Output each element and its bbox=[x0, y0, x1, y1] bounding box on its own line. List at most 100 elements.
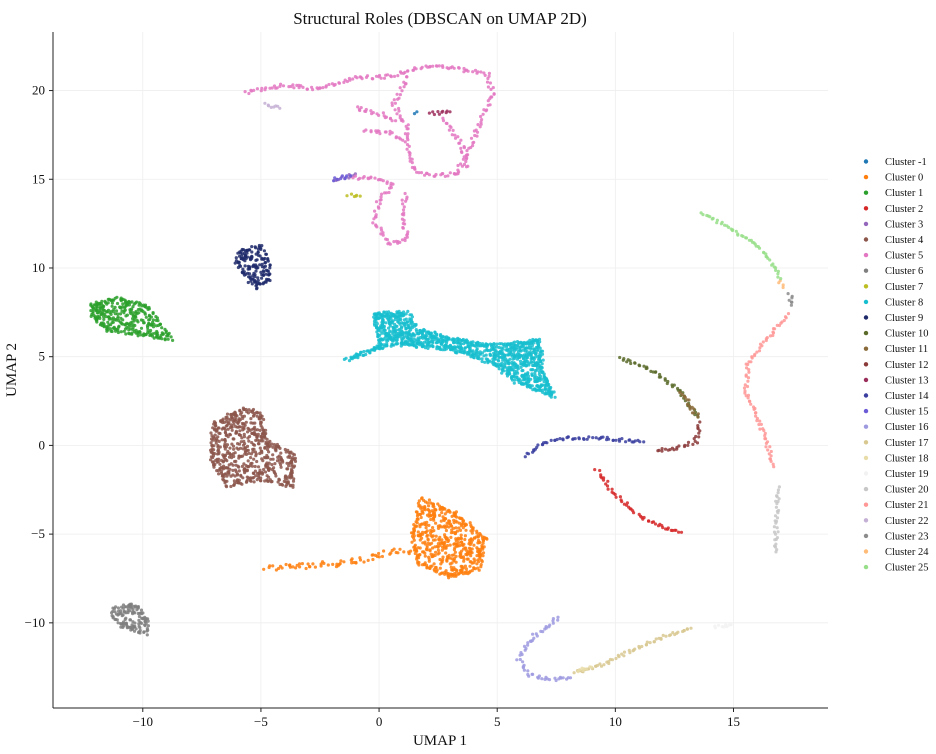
cluster-4-point bbox=[262, 417, 266, 422]
cluster-8-point bbox=[541, 390, 545, 394]
cluster-8-point bbox=[503, 353, 507, 357]
cluster-8-point bbox=[383, 328, 387, 332]
cluster-0-point bbox=[430, 535, 434, 539]
cluster-0-point bbox=[480, 559, 484, 564]
cluster-4-point bbox=[229, 423, 233, 427]
cluster-4-point bbox=[237, 417, 241, 421]
cluster-4-point bbox=[224, 466, 228, 470]
cluster-8-point bbox=[405, 336, 410, 340]
cluster-4-point bbox=[246, 465, 251, 469]
cluster-0-point bbox=[472, 543, 476, 547]
cluster-16-point bbox=[561, 676, 565, 680]
cluster-8-point bbox=[519, 362, 523, 366]
cluster-4-point bbox=[246, 430, 250, 434]
cluster-8-point bbox=[540, 384, 544, 388]
y-tick-label: −5 bbox=[31, 526, 45, 541]
cluster-1-point bbox=[109, 298, 113, 302]
cluster-14-point bbox=[555, 437, 559, 442]
cluster-2-point bbox=[614, 495, 618, 499]
cluster-0-point bbox=[371, 557, 375, 562]
cluster-8-point bbox=[525, 341, 529, 345]
cluster-0-point bbox=[443, 533, 447, 537]
cluster-1-point bbox=[118, 320, 122, 324]
cluster-9-point bbox=[258, 263, 262, 267]
cluster-5-point bbox=[407, 144, 411, 148]
cluster-17-point bbox=[659, 636, 663, 641]
cluster-4-point bbox=[291, 479, 296, 483]
cluster-0-point bbox=[450, 561, 454, 565]
cluster-0-point bbox=[418, 525, 422, 529]
cluster-0-point bbox=[444, 528, 448, 533]
cluster-5-point bbox=[460, 150, 464, 155]
cluster-0-point bbox=[304, 566, 308, 571]
cluster-5-point bbox=[353, 174, 357, 178]
cluster-8-point bbox=[459, 342, 463, 346]
cluster-4-point bbox=[234, 463, 238, 467]
cluster-5-point bbox=[392, 240, 396, 244]
legend-label: Cluster -1 bbox=[885, 157, 927, 168]
cluster-14-point bbox=[561, 438, 565, 442]
cluster-0-point bbox=[468, 521, 472, 525]
cluster-1-point bbox=[171, 338, 175, 342]
cluster-0-point bbox=[434, 550, 438, 554]
cluster-5-point bbox=[461, 157, 465, 161]
y-tick-label: 10 bbox=[32, 260, 45, 275]
cluster-4-point bbox=[240, 454, 245, 458]
cluster-4-point bbox=[231, 468, 235, 472]
cluster-8-point bbox=[429, 339, 433, 343]
cluster-4-point bbox=[253, 411, 257, 415]
cluster-1-point bbox=[131, 317, 135, 321]
cluster-17-point bbox=[599, 664, 604, 668]
cluster-1-point bbox=[102, 304, 106, 309]
cluster-5-point bbox=[264, 86, 268, 90]
cluster-8-point bbox=[414, 328, 418, 332]
cluster-21-point bbox=[749, 402, 753, 406]
cluster-22-point bbox=[276, 104, 280, 108]
cluster-8-point bbox=[491, 357, 495, 361]
cluster-5-point bbox=[387, 190, 391, 195]
cluster-1-point bbox=[97, 302, 101, 306]
cluster-9-point bbox=[249, 279, 253, 283]
cluster-15-point bbox=[335, 177, 339, 182]
cluster-4-point bbox=[218, 462, 222, 466]
cluster-16-point bbox=[526, 641, 530, 645]
cluster-8-point bbox=[495, 345, 499, 349]
cluster-0-point bbox=[380, 554, 384, 559]
cluster-8-point bbox=[415, 345, 419, 349]
cluster-8-point bbox=[500, 371, 504, 375]
legend-label: Cluster 12 bbox=[885, 360, 928, 371]
cluster-0-point bbox=[398, 547, 402, 551]
chart-title: Structural Roles (DBSCAN on UMAP 2D) bbox=[293, 9, 587, 28]
cluster-4-point bbox=[251, 431, 255, 435]
cluster-0-point bbox=[416, 546, 420, 550]
cluster-6-point bbox=[119, 625, 123, 629]
cluster-0-point bbox=[436, 542, 440, 546]
cluster-8-point bbox=[525, 350, 529, 354]
cluster-5-point bbox=[252, 88, 256, 92]
cluster-9-point bbox=[240, 271, 244, 275]
cluster-4-point bbox=[209, 437, 214, 441]
cluster-8-point bbox=[519, 365, 523, 369]
cluster-11-point bbox=[692, 407, 696, 411]
cluster-4-point bbox=[229, 484, 233, 489]
cluster-5-point bbox=[381, 111, 385, 115]
cluster-14-point bbox=[558, 437, 562, 441]
cluster-5-point bbox=[385, 238, 389, 242]
legend-marker bbox=[863, 237, 869, 242]
cluster-16-point bbox=[535, 634, 539, 638]
cluster-4-point bbox=[265, 447, 270, 452]
cluster-4-point bbox=[224, 428, 228, 432]
cluster-17-point bbox=[667, 633, 672, 638]
x-tick-label: 0 bbox=[376, 714, 383, 729]
cluster-8-point bbox=[531, 388, 535, 392]
cluster-20-point bbox=[775, 502, 779, 506]
cluster-0-point bbox=[427, 498, 431, 502]
cluster-4-point bbox=[224, 424, 228, 428]
cluster-0-point bbox=[451, 530, 455, 535]
cluster-4-point bbox=[288, 455, 292, 460]
cluster-2-point bbox=[620, 500, 624, 504]
cluster-15-point bbox=[339, 177, 343, 181]
cluster-9-point bbox=[252, 263, 256, 267]
cluster-5-point bbox=[485, 80, 490, 84]
cluster-5-point bbox=[348, 78, 352, 82]
